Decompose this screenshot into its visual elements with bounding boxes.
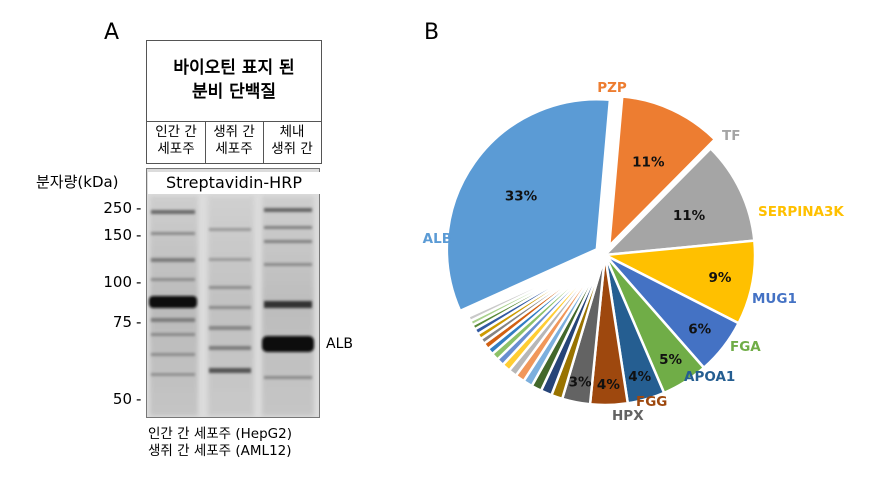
western-blot-image bbox=[146, 168, 320, 418]
mw-tick-75: - bbox=[136, 313, 142, 331]
pie-value-label-pzp: 11% bbox=[632, 155, 665, 171]
lane-divider-2 bbox=[263, 121, 264, 163]
pie-category-label-fgg: FGG bbox=[636, 394, 667, 410]
caption-line2: 생쥐 간 세포주 (AML12) bbox=[148, 443, 292, 459]
mw-marker-50: 50 bbox=[112, 390, 132, 408]
header-title-line1: 바이오틴 표지 된 bbox=[173, 58, 295, 78]
pie-value-label-alb: 33% bbox=[505, 188, 538, 204]
lane-label-mouse-line2: 세포주 bbox=[215, 141, 253, 157]
mw-tick-50: - bbox=[136, 390, 142, 408]
panel-a-letter: A bbox=[104, 20, 120, 45]
blot-label: Streptavidin-HRP bbox=[148, 172, 320, 194]
pie-category-label-apoa1: APOA1 bbox=[684, 369, 735, 385]
pie-value-label-apoa1: 4% bbox=[628, 369, 651, 385]
header-title-line2: 분비 단백질 bbox=[191, 82, 277, 102]
mw-marker-75: 75 bbox=[112, 313, 132, 331]
header-divider bbox=[147, 121, 321, 122]
lane-label-human-line1: 인간 간 bbox=[155, 124, 197, 140]
mw-marker-250: 250 bbox=[103, 199, 132, 217]
panel-b-letter: B bbox=[424, 20, 440, 45]
pie-value-label-fgg: 4% bbox=[597, 377, 620, 393]
mw-tick-250: - bbox=[136, 199, 142, 217]
lane-label-human: 인간 간 세포주 bbox=[147, 124, 205, 158]
sample-header-box: 바이오틴 표지 된 분비 단백질 인간 간 세포주 생쥐 간 세포주 체내 생쥐… bbox=[146, 40, 322, 164]
pie-category-label-mug1: MUG1 bbox=[752, 291, 797, 307]
pie-value-label-fga: 5% bbox=[659, 352, 682, 368]
pie-value-label-serpina3k: 9% bbox=[708, 270, 731, 286]
mw-marker-100: 100 bbox=[103, 273, 132, 291]
mw-tick-100: - bbox=[136, 273, 142, 291]
pie-value-label-mug1: 6% bbox=[688, 322, 711, 338]
lane-divider-1 bbox=[205, 121, 206, 163]
lane-label-mouse-line1: 생쥐 간 bbox=[213, 124, 255, 140]
mw-marker-150: 150 bbox=[103, 226, 132, 244]
pie-slice-other-24 bbox=[466, 253, 606, 323]
caption-line1: 인간 간 세포주 (HepG2) bbox=[148, 426, 293, 442]
lane-label-invivo-line1: 체내 bbox=[279, 124, 305, 140]
pie-slice-alb bbox=[445, 97, 612, 313]
pie-slice-tf bbox=[601, 146, 756, 257]
pie-slice-pzp bbox=[607, 95, 717, 250]
lane-label-mouse: 생쥐 간 세포주 bbox=[205, 124, 263, 158]
alb-band-label: ALB bbox=[326, 336, 353, 352]
lane-label-invivo-line2: 생쥐 간 bbox=[271, 141, 313, 157]
mw-tick-150: - bbox=[136, 226, 142, 244]
pie-category-label-fga: FGA bbox=[730, 339, 761, 355]
pie-category-label-pzp: PZP bbox=[597, 80, 627, 96]
pie-category-label-alb: ALB bbox=[423, 231, 452, 247]
pie-category-label-tf: TF bbox=[722, 128, 740, 144]
pie-category-label-hpx: HPX bbox=[612, 408, 644, 424]
lane-label-invivo: 체내 생쥐 간 bbox=[263, 124, 321, 158]
lane-label-human-line2: 세포주 bbox=[157, 141, 195, 157]
pie-category-label-serpina3k: SERPINA3K bbox=[758, 204, 844, 220]
pie-slice-serpina3k bbox=[600, 239, 757, 325]
mw-axis-label: 분자량(kDa) bbox=[36, 173, 119, 191]
pie-value-label-hpx: 3% bbox=[569, 375, 592, 391]
pie-value-label-tf: 11% bbox=[673, 208, 706, 224]
